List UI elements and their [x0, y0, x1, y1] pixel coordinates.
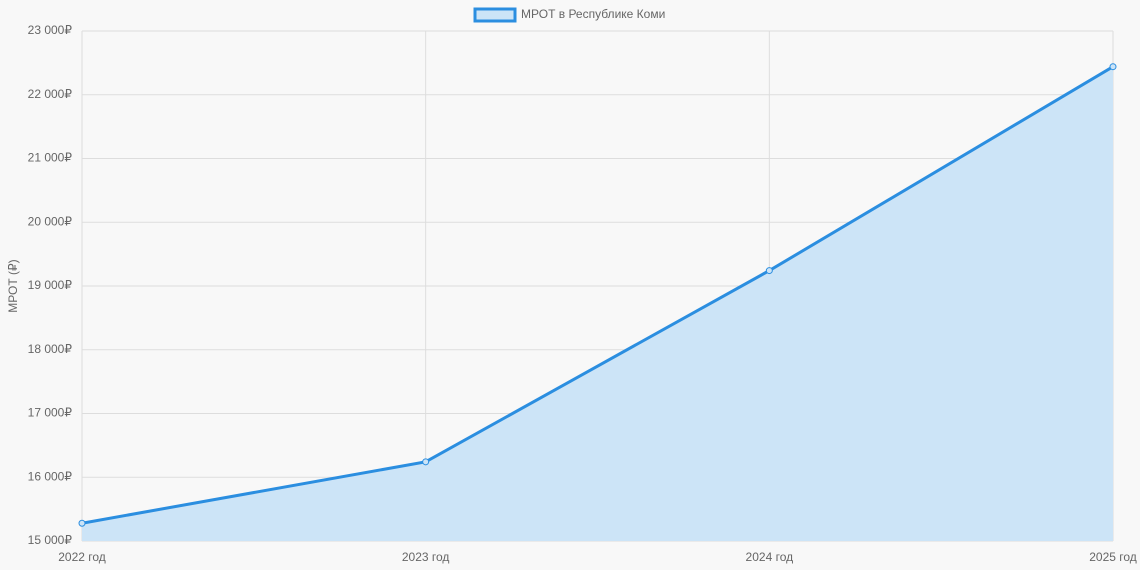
y-tick-label: 17 000₽ — [28, 406, 73, 420]
x-tick-label: 2022 год — [58, 550, 106, 564]
x-tick-label: 2025 год — [1089, 550, 1137, 564]
y-tick-label: 18 000₽ — [28, 342, 73, 356]
y-tick-label: 23 000₽ — [28, 23, 73, 37]
area — [82, 66, 1113, 541]
point — [422, 458, 430, 466]
legend-label: МРОТ в Республике Коми — [521, 7, 665, 21]
y-tick-label: 16 000₽ — [28, 469, 73, 483]
point — [1109, 63, 1117, 71]
x-tick-label: 2023 год — [402, 550, 450, 564]
point — [78, 519, 86, 527]
y-tick-label: 20 000₽ — [28, 214, 73, 228]
line — [81, 65, 1114, 525]
x-tick-label: 2024 год — [746, 550, 794, 564]
y-tick-label: 15 000₽ — [28, 533, 73, 547]
y-axis-title: МРОТ (₽) — [6, 259, 20, 312]
point — [765, 267, 773, 275]
y-tick-label: 19 000₽ — [28, 278, 73, 292]
y-tick-label: 21 000₽ — [28, 151, 73, 165]
legend-swatch — [473, 7, 517, 23]
y-tick-label: 22 000₽ — [28, 87, 73, 101]
